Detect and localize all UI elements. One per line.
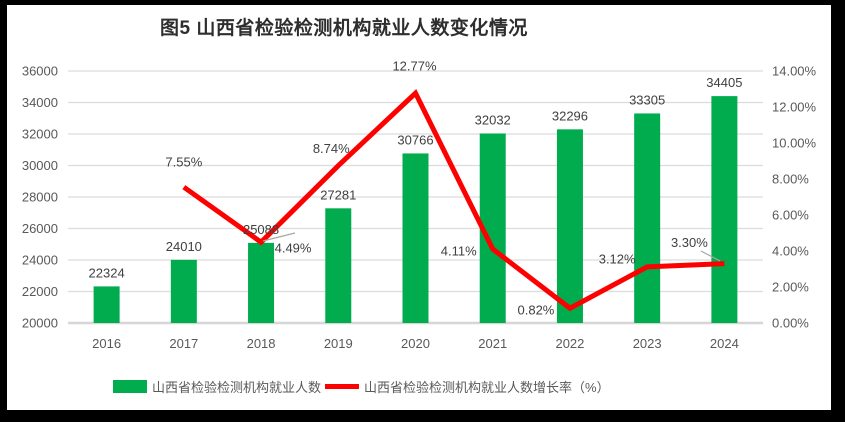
x-axis-tick-label: 2020 [401,336,430,351]
x-axis-tick-label: 2023 [633,336,662,351]
bar-value-label: 33305 [629,92,665,107]
bar-value-label: 30766 [397,132,433,147]
line-value-label: 3.30% [671,235,708,250]
line-value-label: 4.49% [275,241,312,256]
bar-2023 [634,113,661,323]
chart-plot-area: 20000 22000 24000 26000 28000 30000 32000 34000… [22,59,817,351]
bar-value-label: 25088 [243,222,279,237]
right-axis-tick-label: 4.00% [772,244,809,259]
left-axis-tick-label: 28000 [22,190,58,205]
right-axis-tick-label: 12.00% [772,100,817,115]
bar-value-label: 34405 [706,75,742,90]
left-axis-tick-label: 34000 [22,95,58,110]
x-axis-tick-label: 2016 [92,336,121,351]
legend-bar-swatch [113,379,147,393]
bar-2020 [402,153,429,323]
label-leader-line [262,232,296,242]
left-axis-tick-label: 32000 [22,127,58,142]
line-value-label: 0.82% [518,303,555,318]
x-axis-tick-label: 2022 [555,336,584,351]
left-axis-tick-label: 22000 [22,284,58,299]
bar-value-label: 27281 [320,187,356,202]
right-axis-tick-label: 14.00% [772,64,817,79]
left-axis-tick-label: 30000 [22,158,58,173]
left-axis-tick-label: 24000 [22,253,58,268]
left-axis-tick-label: 26000 [22,221,58,236]
bar-2019 [325,208,352,323]
left-axis-tick-label: 36000 [22,64,58,79]
bar-2022 [556,129,583,323]
bar-value-label: 22324 [89,265,125,280]
right-axis-tick-label: 6.00% [772,208,809,223]
legend-bar-label: 山西省检验检测机构就业人数 [152,379,322,395]
bar-value-label: 24010 [166,239,202,254]
right-axis-tick-label: 0.00% [772,316,809,331]
bar-2017 [170,259,197,323]
line-value-label: 8.74% [313,141,350,156]
bar-2018 [248,242,275,323]
right-axis-tick-label: 8.00% [772,172,809,187]
line-value-label: 4.11% [441,244,477,259]
line-value-label: 3.12% [599,251,636,266]
label-leader-line [700,250,721,262]
x-axis-tick-label: 2024 [710,336,739,351]
line-value-label: 7.55% [165,155,202,170]
legend-line-label: 山西省检验检测机构就业人数增长率（%） [364,379,610,395]
bar-value-label: 32296 [552,108,588,123]
line-value-label: 12.77% [392,59,437,74]
figure-canvas: 图5 山西省检验检测机构就业人数变化情况 20000 22000 24000 2600… [7,5,831,410]
bar-2016 [93,286,120,323]
growth-rate-line [182,89,725,312]
bar-value-label: 32032 [475,112,511,127]
x-axis-tick-label: 2018 [247,336,276,351]
x-axis-tick-label: 2019 [324,336,353,351]
x-axis-tick-label: 2017 [169,336,198,351]
legend-line-swatch [325,383,360,389]
bar-2024 [711,96,738,323]
chart-title: 图5 山西省检验检测机构就业人数变化情况 [160,18,528,39]
right-axis-tick-label: 2.00% [772,280,809,295]
right-axis-tick-label: 10.00% [772,136,817,151]
left-axis-tick-label: 20000 [22,316,58,331]
x-axis-tick-label: 2021 [478,336,507,351]
chart-legend: 山西省检验检测机构就业人数 山西省检验检测机构就业人数增长率（%） [113,376,610,396]
